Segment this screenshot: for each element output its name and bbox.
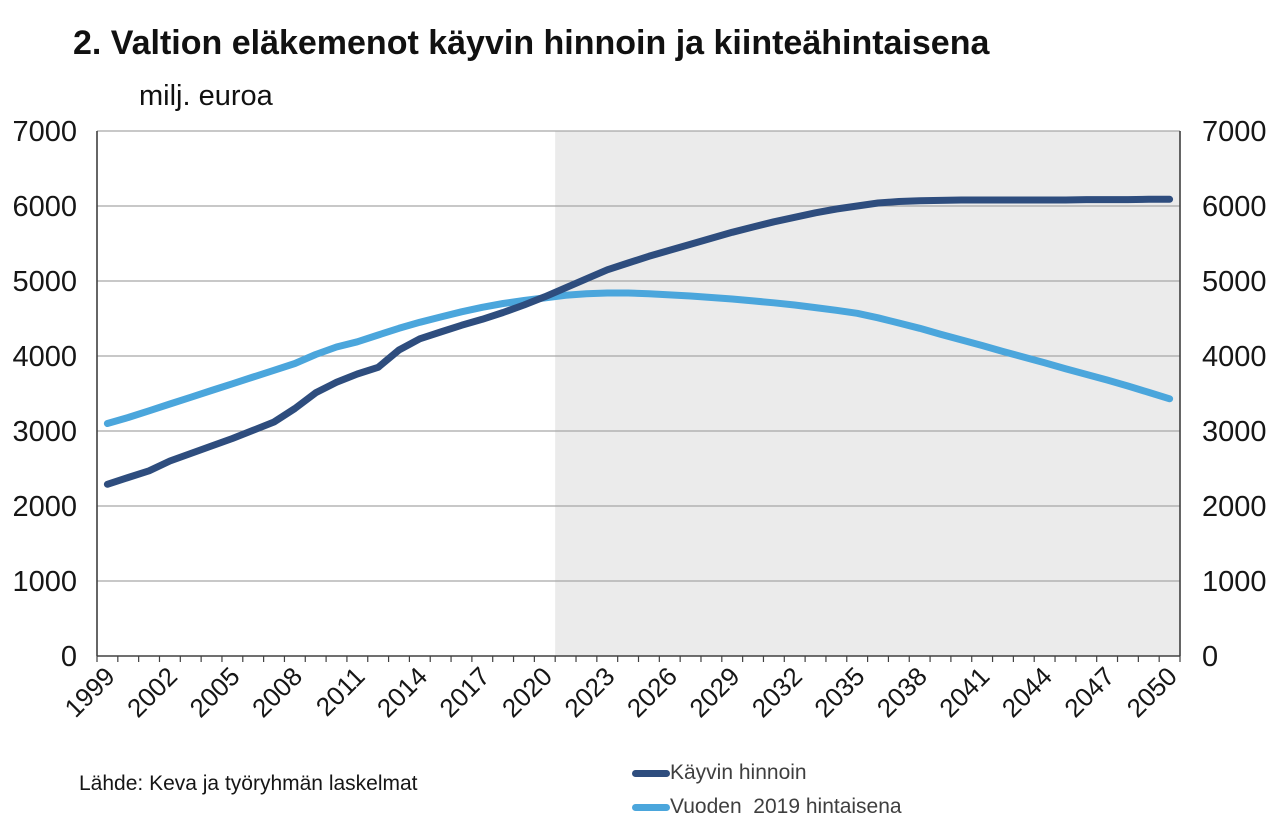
y-axis-label-left: 5000 — [12, 266, 77, 298]
y-axis-label-left: 4000 — [12, 341, 77, 373]
y-axis-label-left: 6000 — [12, 191, 77, 223]
y-axis-label-left: 2000 — [12, 491, 77, 523]
x-axis-label: 2002 — [121, 661, 183, 723]
y-axis-label-left: 0 — [61, 641, 77, 673]
y-axis-label-left: 1000 — [12, 566, 77, 598]
y-axis-label-right: 0 — [1202, 641, 1218, 673]
x-axis-label: 2032 — [746, 661, 808, 723]
series-line-kayvin-hinnoin — [103, 195, 1174, 488]
legend-item-2019-prices: Vuoden 2019 hintaisena — [632, 796, 902, 818]
x-axis-label: 2014 — [371, 661, 433, 723]
y-axis-label-right: 6000 — [1202, 191, 1267, 223]
x-axis-label: 2020 — [496, 661, 558, 723]
x-axis-label: 2005 — [184, 661, 246, 723]
y-axis-label-right: 1000 — [1202, 566, 1267, 598]
x-axis-label: 2029 — [683, 661, 745, 723]
y-axis-label-left: 7000 — [12, 116, 77, 148]
x-axis-label: 2044 — [996, 661, 1058, 723]
y-axis-label-right: 4000 — [1202, 341, 1267, 373]
legend-item-current-prices: Käyvin hinnoin — [632, 762, 902, 784]
legend: Käyvin hinnoin Vuoden 2019 hintaisena — [632, 762, 902, 818]
source-note: Lähde: Keva ja työryhmän laskelmat — [79, 772, 418, 795]
y-axis-label-right: 2000 — [1202, 491, 1267, 523]
x-axis-label: 2035 — [808, 661, 870, 723]
legend-label-2019-prices: Vuoden 2019 hintaisena — [670, 795, 902, 818]
x-axis-label: 2008 — [246, 661, 308, 723]
x-axis-label: 2038 — [871, 661, 933, 723]
chart-title: 2. Valtion eläkemenot käyvin hinnoin ja … — [73, 24, 990, 62]
y-axis-label-right: 5000 — [1202, 266, 1267, 298]
legend-label-current-prices: Käyvin hinnoin — [670, 761, 807, 784]
x-axis-label: 2011 — [310, 661, 371, 722]
y-axis-label-left: 3000 — [12, 416, 77, 448]
legend-marker-2019-prices — [632, 803, 670, 811]
forecast-region — [555, 131, 1180, 656]
x-axis-label: 2026 — [621, 661, 683, 723]
y-axis-label-right: 7000 — [1202, 116, 1267, 148]
y-axis-label-right: 3000 — [1202, 416, 1267, 448]
x-axis-label: 2050 — [1121, 661, 1183, 723]
legend-marker-current-prices — [632, 769, 670, 777]
x-axis-label: 2017 — [433, 661, 495, 723]
x-axis-label: 2023 — [558, 661, 620, 723]
x-axis-label: 2047 — [1058, 661, 1120, 723]
y-axis-unit-label: milj. euroa — [139, 80, 273, 112]
series-line-vuoden-2019-hintaisena — [103, 289, 1174, 427]
x-axis-label: 2041 — [933, 661, 995, 723]
